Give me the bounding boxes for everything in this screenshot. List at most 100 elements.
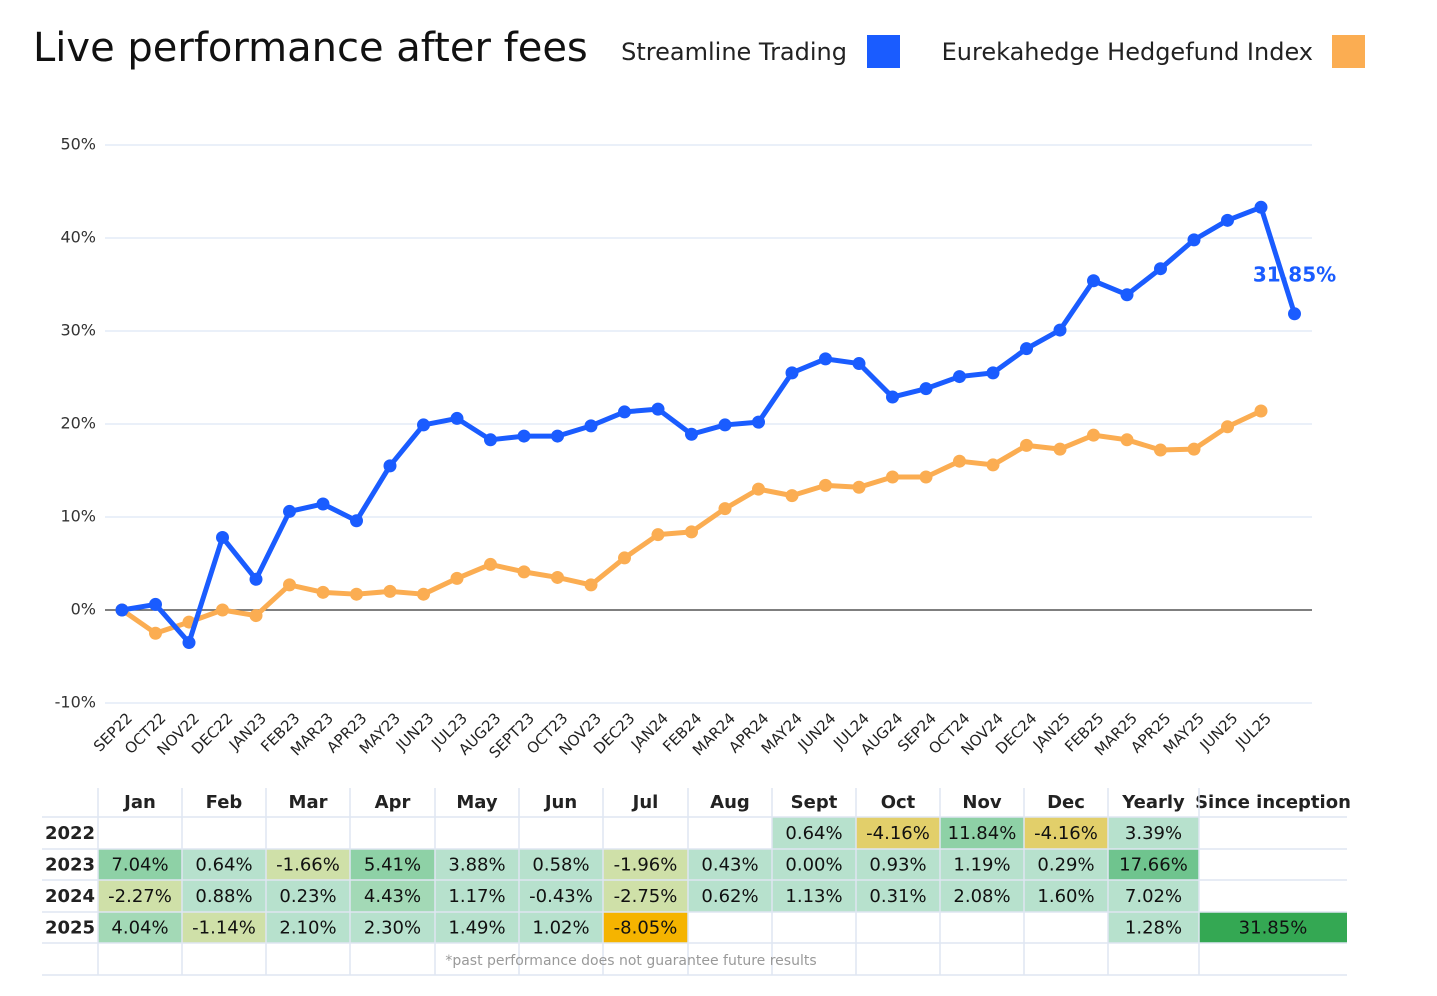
data-point xyxy=(149,597,162,611)
cell-bg xyxy=(856,817,940,849)
data-point xyxy=(718,502,732,516)
cell-value: -2.75% xyxy=(614,886,678,907)
data-point xyxy=(283,578,296,592)
data-point xyxy=(1288,307,1301,321)
cell-bg xyxy=(266,849,350,880)
cell-bg xyxy=(940,817,1024,849)
data-point xyxy=(216,603,229,617)
data-point xyxy=(316,585,330,599)
data-point xyxy=(819,478,832,492)
cell-bg xyxy=(688,849,772,880)
data-point xyxy=(1087,428,1100,442)
x-tick-label: JUL25 xyxy=(1231,709,1275,753)
cell-bg xyxy=(856,849,940,880)
series-line xyxy=(121,204,1297,646)
cell-value: 0.00% xyxy=(785,855,842,876)
cell-value: 0.58% xyxy=(532,855,589,876)
cell-value: 0.64% xyxy=(195,855,252,876)
data-point xyxy=(953,454,966,468)
row-year: 2023 xyxy=(45,855,95,876)
data-point xyxy=(1187,233,1201,247)
data-point xyxy=(450,411,464,425)
data-point xyxy=(584,419,598,433)
data-point xyxy=(350,587,363,601)
column-header: Mar xyxy=(289,792,328,813)
data-point xyxy=(316,497,330,511)
cell-bg xyxy=(98,880,182,912)
column-header: Dec xyxy=(1047,792,1085,813)
column-header: May xyxy=(456,792,498,813)
cell-bg xyxy=(182,912,266,943)
cell-value: 1.19% xyxy=(953,855,1010,876)
column-header: Oct xyxy=(881,792,916,813)
legend-label: Streamline Trading xyxy=(621,38,847,66)
cell-value: 31.85% xyxy=(1239,918,1308,939)
row-year: 2024 xyxy=(45,886,95,907)
cell-value: 4.43% xyxy=(364,886,421,907)
legend-label: Eurekahedge Hedgefund Index xyxy=(942,38,1313,66)
data-point xyxy=(182,636,196,650)
y-tick-label: 20% xyxy=(60,414,96,433)
data-point xyxy=(1221,213,1234,227)
data-point xyxy=(1020,342,1033,356)
footnote: *past performance does not guarantee fut… xyxy=(445,953,816,969)
cell-bg xyxy=(940,880,1024,912)
cell-bg xyxy=(98,912,182,943)
cell-value: 0.88% xyxy=(195,886,252,907)
cell-bg xyxy=(603,880,688,912)
legend-swatch xyxy=(867,35,900,68)
y-tick-label: -10% xyxy=(55,693,96,712)
row-year: 2025 xyxy=(45,918,95,939)
cell-bg xyxy=(1024,849,1108,880)
cell-value: 0.43% xyxy=(701,855,758,876)
cell-value: -4.16% xyxy=(1034,823,1098,844)
data-point xyxy=(450,571,464,585)
data-point xyxy=(953,370,966,384)
data-point xyxy=(283,504,296,518)
cell-value: 1.49% xyxy=(448,918,505,939)
cell-bg xyxy=(772,817,856,849)
cell-value: -1.66% xyxy=(276,855,340,876)
data-point xyxy=(1154,262,1167,276)
column-header: Since inception xyxy=(1195,792,1351,813)
data-point xyxy=(618,551,631,565)
cell-bg xyxy=(856,880,940,912)
cell-value: 4.04% xyxy=(111,918,168,939)
data-point xyxy=(752,482,765,496)
cell-bg xyxy=(98,849,182,880)
cell-bg xyxy=(435,880,519,912)
data-point xyxy=(886,390,899,404)
data-point xyxy=(551,570,564,584)
cell-value: 5.41% xyxy=(364,855,421,876)
y-tick-label: 50% xyxy=(60,135,96,154)
cell-value: 1.17% xyxy=(448,886,505,907)
data-point xyxy=(584,578,598,592)
data-label: 31.85% xyxy=(1253,262,1336,286)
data-point xyxy=(1187,442,1201,456)
data-point xyxy=(685,427,698,441)
data-point xyxy=(484,433,497,447)
cell-value: 11.84% xyxy=(948,823,1017,844)
data-point xyxy=(651,528,665,542)
cell-value: 7.02% xyxy=(1125,886,1182,907)
data-point xyxy=(919,470,933,484)
cell-value: 3.39% xyxy=(1125,823,1182,844)
column-header: Aug xyxy=(710,792,750,813)
cell-bg xyxy=(182,880,266,912)
data-point xyxy=(785,489,799,503)
cell-value: 3.88% xyxy=(448,855,505,876)
data-point xyxy=(149,626,162,640)
column-header: Jul xyxy=(631,792,659,813)
column-header: Yearly xyxy=(1121,792,1185,813)
cell-bg xyxy=(1108,817,1199,849)
y-tick-label: 0% xyxy=(71,600,96,619)
cell-value: -4.16% xyxy=(866,823,930,844)
data-point xyxy=(1020,438,1033,452)
cell-bg xyxy=(350,849,435,880)
cell-bg xyxy=(182,849,266,880)
data-point xyxy=(986,366,1000,380)
cell-value: 1.13% xyxy=(785,886,842,907)
cell-value: 1.02% xyxy=(532,918,589,939)
data-point xyxy=(618,405,631,419)
data-point xyxy=(819,352,832,366)
